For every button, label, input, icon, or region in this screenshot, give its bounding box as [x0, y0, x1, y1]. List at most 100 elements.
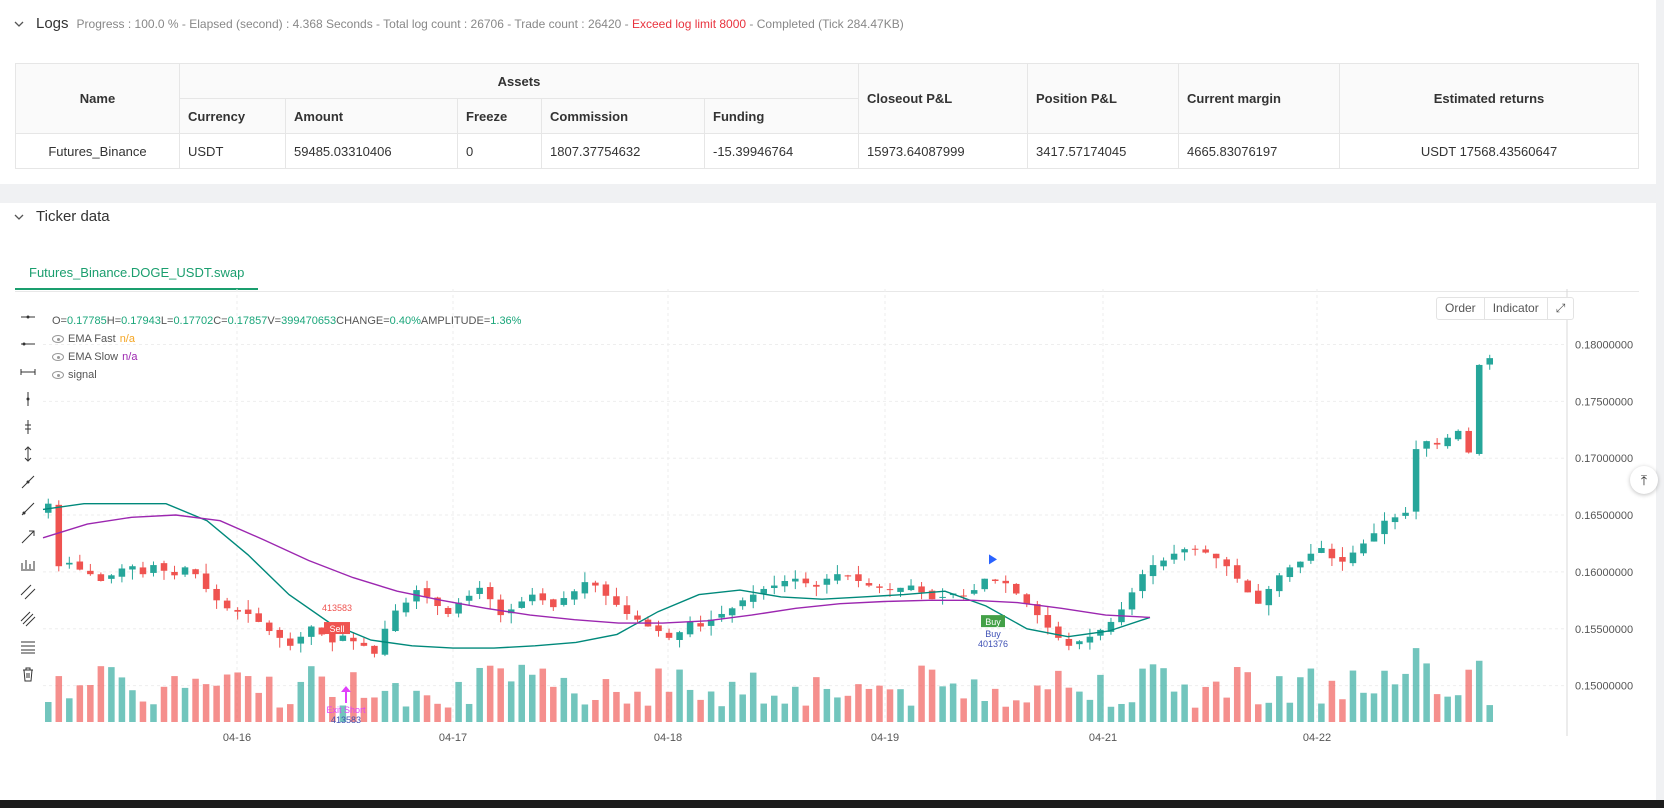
bottom-bar — [0, 800, 1664, 808]
price-range-tool-icon[interactable] — [16, 551, 40, 579]
candle-body — [1107, 621, 1115, 632]
volume-bar — [539, 668, 547, 722]
candle-body — [739, 600, 746, 607]
ema-fast-value: n/a — [119, 333, 135, 345]
legend-ema-fast[interactable]: EMA Fast n/a — [52, 330, 521, 348]
volume-bar — [749, 672, 757, 722]
y-tick-label: 0.16500000 — [1575, 510, 1633, 522]
logs-header[interactable]: Logs Progress : 100.0 % - Elapsed (secon… — [14, 15, 904, 32]
candle-body — [1307, 553, 1315, 561]
volume-bar — [213, 685, 220, 722]
fib-channel-tool-icon[interactable] — [16, 606, 40, 634]
candle-body — [486, 587, 494, 600]
scroll-to-top-icon[interactable]: ⤒ — [1630, 466, 1658, 494]
volume-bar — [392, 683, 399, 722]
logs-status: Progress : 100.0 % - Elapsed (second) : … — [77, 17, 904, 31]
ohlc-value: 0.17943 — [121, 315, 161, 327]
horizontal-ray-tool-icon[interactable] — [16, 331, 40, 359]
exit-short-value: 413583 — [331, 715, 361, 725]
legend-ema-slow[interactable]: EMA Slow n/a — [52, 348, 521, 366]
candle-body — [1297, 561, 1304, 568]
vertical-arrow-tool-icon[interactable] — [16, 441, 40, 469]
eye-icon[interactable] — [52, 371, 64, 379]
volume-bar — [129, 690, 136, 722]
volume-bar — [918, 665, 925, 722]
candle-body — [907, 585, 915, 591]
volume-bar — [1328, 680, 1336, 722]
cell-funding: -15.39946764 — [704, 133, 859, 169]
chart-top-buttons: Order Indicator ⤢ — [1436, 297, 1575, 320]
volume-bar — [1128, 702, 1136, 722]
arrow-line-tool-icon[interactable] — [16, 523, 40, 551]
candle-body — [1454, 430, 1462, 440]
indicator-button[interactable]: Indicator — [1485, 298, 1548, 319]
price-chart[interactable]: 0.18000000 0.17500000 0.17000000 0.16500000… — [0, 203, 1656, 800]
fib-retracement-tool-icon[interactable] — [16, 633, 40, 661]
candle-body — [571, 591, 578, 600]
candle-body — [1012, 583, 1020, 594]
candle-body — [223, 600, 231, 609]
extended-line-tool-icon[interactable] — [16, 358, 40, 386]
chevron-down-icon[interactable] — [14, 212, 24, 222]
volume-bar — [1202, 686, 1209, 722]
volume-bar — [707, 691, 715, 722]
exit-short-label: Exit Short — [326, 705, 366, 715]
candle-body — [1086, 636, 1094, 643]
ray-tool-icon[interactable] — [16, 496, 40, 524]
volume-bar — [518, 664, 526, 722]
volume-bar — [1044, 689, 1052, 722]
candle-body — [865, 583, 873, 586]
tab-doge-usdt[interactable]: Futures_Binance.DOGE_USDT.swap — [15, 255, 259, 290]
volume-bar — [1076, 691, 1083, 722]
candle-body — [1160, 560, 1167, 567]
candle-body — [918, 586, 925, 593]
candle-body — [286, 638, 294, 646]
candle-body — [655, 625, 662, 632]
candle-body — [360, 642, 368, 646]
col-funding: Funding — [704, 98, 859, 134]
horizontal-line-tool-icon[interactable] — [16, 303, 40, 331]
volume-bar — [1444, 696, 1451, 722]
eye-icon[interactable] — [52, 335, 64, 343]
candle-body — [981, 578, 988, 590]
volume-bar — [876, 685, 883, 722]
cell-returns: USDT 17568.43560647 — [1339, 133, 1639, 169]
legend-signal[interactable]: signal — [52, 366, 521, 384]
volume-bar — [665, 691, 673, 722]
chevron-down-icon[interactable] — [14, 19, 24, 29]
order-button[interactable]: Order — [1437, 298, 1485, 319]
volume-bar — [1254, 704, 1262, 722]
volume-bar — [497, 668, 504, 722]
candle-body — [202, 573, 210, 589]
parallel-channel-tool-icon[interactable] — [16, 578, 40, 606]
cell-commission: 1807.37754632 — [541, 133, 705, 169]
vertical-segment-tool-icon[interactable] — [16, 413, 40, 441]
volume-bar — [1149, 664, 1157, 722]
candle-body — [329, 633, 336, 643]
x-tick-label: 04-19 — [871, 732, 899, 744]
candle-body — [960, 595, 967, 597]
ohlc-key: AMPLITUDE= — [420, 315, 491, 327]
fullscreen-icon[interactable]: ⤢ — [1555, 301, 1566, 315]
candle-body — [1128, 592, 1136, 610]
cell-position: 3417.57174045 — [1027, 133, 1179, 169]
volume-bar — [55, 676, 63, 722]
ticker-header[interactable]: Ticker data — [14, 208, 110, 225]
candle-body — [1328, 548, 1336, 559]
volume-bar — [1475, 660, 1483, 722]
trend-line-tool-icon[interactable] — [16, 468, 40, 496]
candle-body — [507, 609, 515, 614]
candle-body — [1465, 430, 1472, 453]
log-limit-warning: Exceed log limit 8000 — [632, 16, 747, 31]
eye-icon[interactable] — [52, 353, 64, 361]
buy-marker — [981, 615, 1005, 628]
trash-icon[interactable] — [16, 661, 40, 689]
volume-bar — [560, 677, 568, 722]
cell-freeze: 0 — [457, 133, 542, 169]
candle-body — [855, 574, 862, 581]
ohlc-key: O= — [52, 315, 67, 327]
vertical-line-tool-icon[interactable] — [16, 386, 40, 414]
candle-body — [255, 613, 262, 622]
volume-bar — [434, 703, 441, 722]
candle-body — [1276, 575, 1283, 592]
